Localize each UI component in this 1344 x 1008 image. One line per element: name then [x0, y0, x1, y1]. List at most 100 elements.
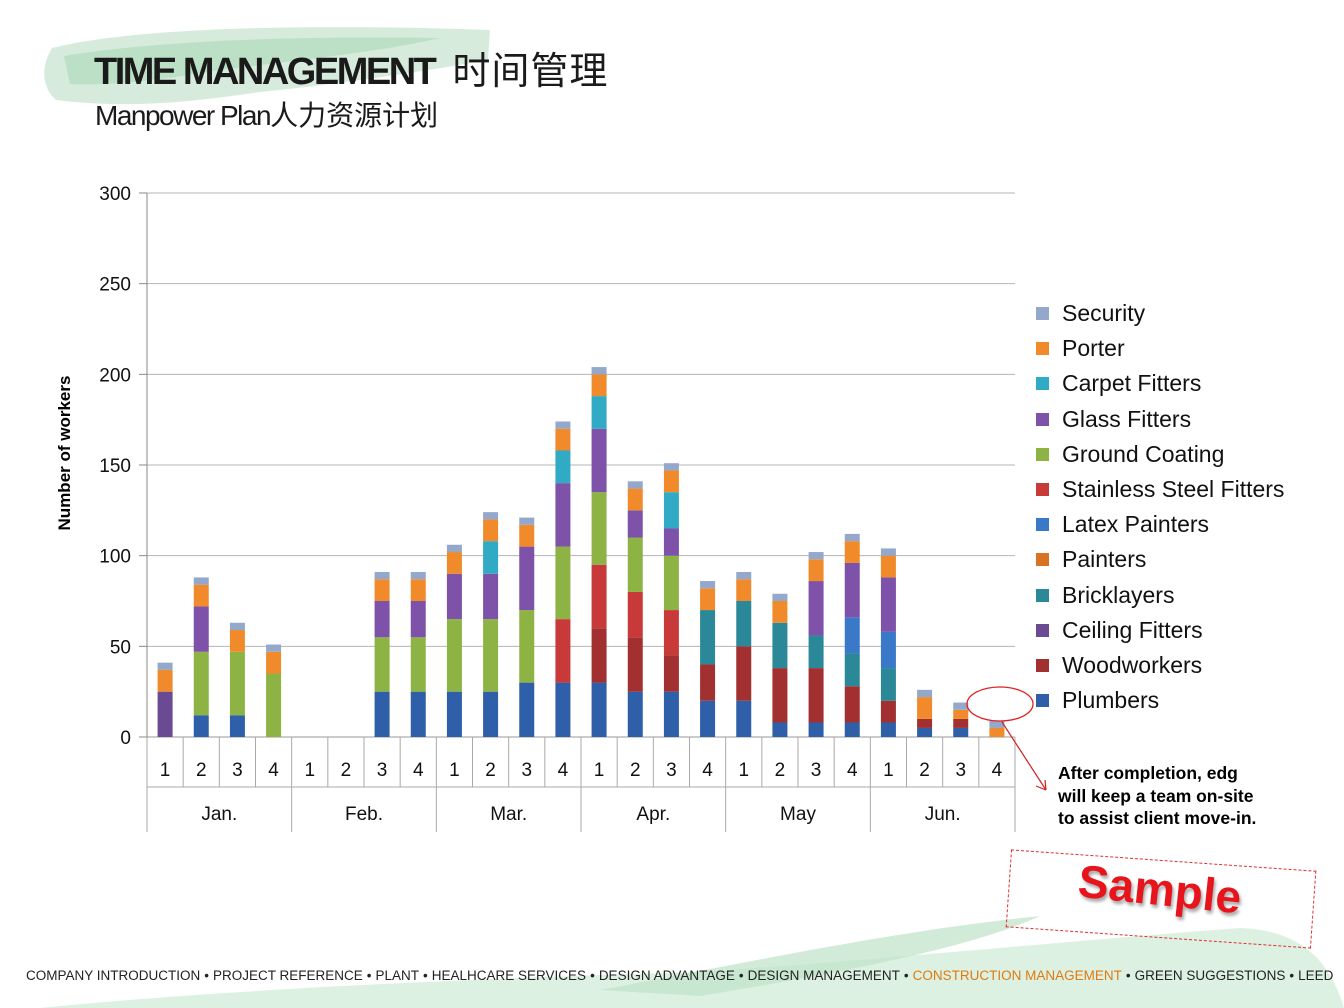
page-subtitle: Manpower Plan人力资源计划 [95, 99, 439, 132]
y-tick-label: 300 [99, 184, 131, 205]
legend-item: Plumbers [1036, 683, 1284, 718]
bar-segment [519, 546, 535, 611]
legend-swatch [1036, 588, 1049, 602]
bar-segment [591, 428, 607, 493]
bar-segment [410, 601, 426, 638]
bar-segment [627, 591, 643, 638]
bar-segment [374, 637, 390, 692]
x-tick-label: 3 [811, 760, 822, 781]
bar-segment [663, 610, 679, 656]
legend-label: Porter [1062, 335, 1125, 362]
footer-nav-item[interactable]: DESIGN ADVANTAGE [598, 968, 735, 983]
bar-segment [229, 715, 245, 737]
bar-segment [663, 492, 679, 529]
bar-segment [591, 564, 607, 629]
bar-segment [483, 573, 499, 620]
x-group-label: Mar. [490, 804, 527, 825]
footer-separator: • [1125, 968, 1131, 983]
bar-segment [844, 562, 860, 618]
completion-note: After completion, edg will keep a team o… [1058, 763, 1257, 828]
legend-swatch [1036, 307, 1049, 321]
page-title: TIME MANAGEMENT 时间管理 [94, 49, 609, 93]
bar-segment [808, 581, 824, 636]
x-group-label: Jan. [201, 804, 237, 825]
footer-nav-item[interactable]: PROJECT REFERENCE [213, 968, 363, 983]
bar-segment [555, 428, 571, 451]
footer-separator: • [1289, 968, 1295, 983]
x-tick-label: 1 [160, 760, 171, 781]
legend-swatch [1036, 412, 1049, 426]
callout-ellipse [966, 686, 1034, 722]
bar-segment [519, 682, 535, 737]
bar-segment [844, 617, 860, 654]
legend-label: Ceiling Fitters [1062, 616, 1203, 643]
bar-segment [374, 691, 390, 737]
bar-segment [880, 555, 896, 578]
bar-segment [808, 559, 824, 582]
legend-item: Woodworkers [1036, 648, 1284, 683]
legend-swatch [1036, 694, 1049, 708]
bar-segment [989, 727, 1005, 737]
legend-label: Carpet Fitters [1062, 370, 1202, 397]
legend-label: Woodworkers [1062, 651, 1203, 678]
bar-segment [229, 630, 245, 652]
bar-segment [917, 697, 933, 719]
bar-segment [555, 483, 571, 547]
bar-segment [663, 555, 679, 611]
x-tick-label: 3 [232, 760, 243, 781]
bar-segment [374, 601, 390, 638]
footer-nav-item[interactable]: DESIGN MANAGEMENT [747, 968, 900, 983]
footer-nav-item[interactable]: PLANT [375, 968, 420, 983]
bar-segment [193, 606, 209, 652]
footer-nav-item[interactable]: COMPANY INTRODUCTION [26, 968, 201, 983]
bar-segment [483, 619, 499, 692]
legend-swatch [1036, 483, 1049, 497]
bar-segment [591, 396, 607, 429]
bar-segment [446, 573, 462, 620]
bar-segment [700, 581, 716, 589]
x-tick-label: 1 [304, 760, 315, 781]
bar-segment [555, 682, 571, 737]
legend-swatch [1036, 623, 1049, 637]
y-axis-label: Number of workers [55, 376, 74, 531]
bar-segment [953, 702, 969, 710]
legend-item: Painters [1036, 542, 1284, 577]
bar-segment [808, 668, 824, 723]
footer-nav-item[interactable]: LEED [1298, 968, 1334, 983]
bar-segment [483, 519, 499, 542]
bar-segment [591, 492, 607, 565]
bar-segment [700, 700, 716, 737]
x-tick-label: 1 [449, 760, 460, 781]
bar-segment [446, 691, 462, 737]
x-tick-label: 1 [883, 760, 894, 781]
footer-nav-item[interactable]: GREEN SUGGESTIONS [1134, 968, 1286, 983]
x-tick-label: 3 [377, 760, 388, 781]
legend-item: Ceiling Fitters [1036, 613, 1284, 648]
bar-segment [736, 646, 752, 701]
bar-segment [229, 622, 245, 631]
footer-nav-item[interactable]: CONSTRUCTION MANAGEMENT [912, 968, 1122, 983]
footer-nav-item[interactable]: HEALHCARE SERVICES [431, 968, 587, 983]
bar-segment [989, 720, 1005, 728]
x-tick-label: 2 [630, 760, 641, 781]
bar-segment [917, 689, 933, 698]
bar-segment [700, 664, 716, 701]
bar-segment [555, 619, 571, 683]
bar-segment [591, 367, 607, 375]
bar-segment [591, 682, 607, 737]
legend-label: Bricklayers [1062, 581, 1175, 608]
legend-swatch [1036, 377, 1049, 391]
bar-segment [663, 691, 679, 737]
legend-item: Latex Painters [1036, 507, 1284, 542]
bar-segment [663, 655, 679, 692]
footer-separator: • [204, 968, 209, 983]
bar-segment [880, 722, 896, 737]
bar-segment [193, 577, 209, 585]
legend-label: Ground Coating [1062, 440, 1225, 467]
callout-arrow [1001, 721, 1047, 791]
bar-segment [917, 727, 933, 737]
x-tick-label: 2 [341, 760, 352, 781]
y-tick-label: 200 [99, 365, 131, 386]
bar-segment [374, 571, 390, 580]
